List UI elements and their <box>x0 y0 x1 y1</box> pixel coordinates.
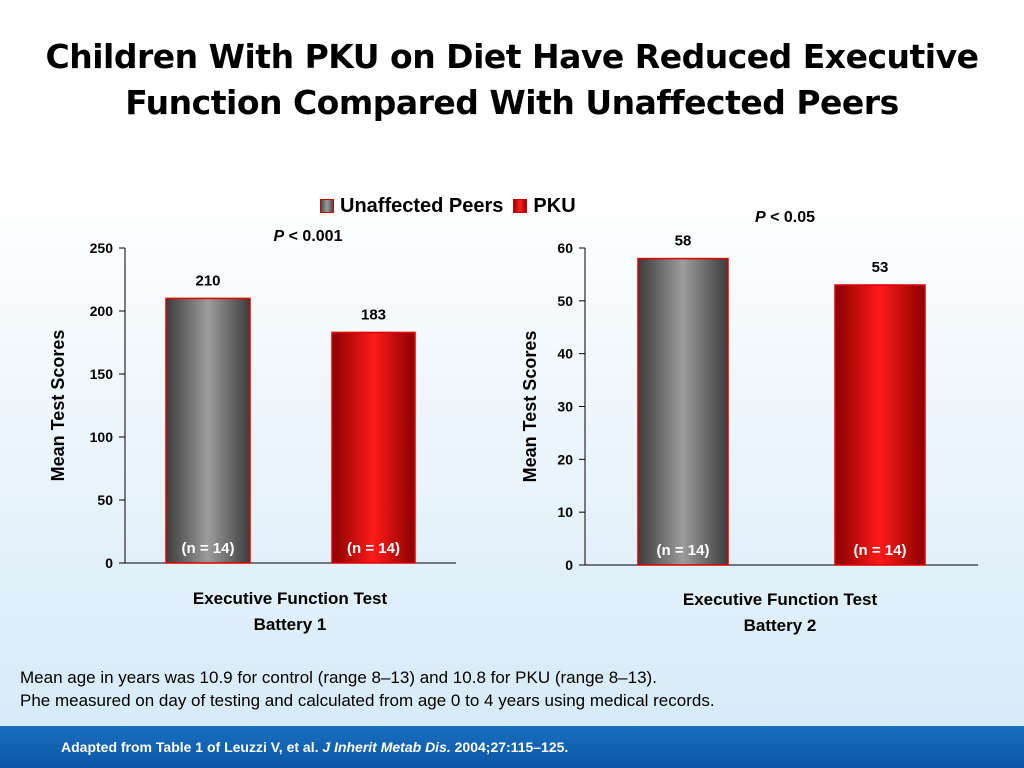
y-tick-label: 30 <box>557 399 573 415</box>
legend-item-unaffected: Unaffected Peers <box>320 195 503 218</box>
p-value-symbol: P <box>755 209 766 226</box>
x-axis-label-line-1: Executive Function Test <box>683 590 878 609</box>
citation-suffix: 2004;27:115–125. <box>450 739 569 755</box>
bar-n-label: (n = 14) <box>182 540 235 557</box>
citation-prefix: Adapted from Table 1 of Leuzzi V, et al. <box>61 739 323 755</box>
y-tick-label: 60 <box>557 240 573 256</box>
y-tick-label: 20 <box>557 451 573 467</box>
bar-unaffected <box>165 297 251 564</box>
bar-pku <box>331 331 416 564</box>
p-value-symbol: P <box>274 228 285 245</box>
p-value-text: < 0.001 <box>284 228 342 245</box>
footer-bar: Adapted from Table 1 of Leuzzi V, et al.… <box>0 726 1024 768</box>
y-tick-label: 10 <box>557 504 573 520</box>
legend-label-unaffected: Unaffected Peers <box>340 194 504 217</box>
bar-n-label: (n = 14) <box>854 542 907 559</box>
x-axis-label-line-2: Battery 2 <box>744 616 817 635</box>
bar-n-label: (n = 14) <box>347 540 400 557</box>
y-tick-label: 50 <box>97 492 113 508</box>
y-tick-label: 250 <box>90 240 114 256</box>
legend-label-pku: PKU <box>533 194 576 217</box>
bar-value-label: 53 <box>872 259 889 276</box>
bar-value-label: 183 <box>361 306 386 323</box>
x-axis-label-line-2: Battery 1 <box>254 615 327 634</box>
y-axis-label: Mean Test Scores <box>48 330 68 482</box>
y-tick-label: 200 <box>90 303 114 319</box>
footnote: Mean age in years was 10.9 for control (… <box>20 666 715 712</box>
p-value-annotation: P < 0.001 <box>274 228 343 245</box>
y-tick-label: 0 <box>565 557 573 573</box>
bar-unaffected <box>637 257 729 566</box>
chart-legend: Unaffected Peers PKU <box>320 193 586 219</box>
legend-item-pku: PKU <box>513 194 576 218</box>
footnote-line-1: Mean age in years was 10.9 for control (… <box>20 668 657 687</box>
chart-battery-2: 0 10 20 30 40 50 60 Mean Test Scores 58 (n = 14) 5… <box>520 209 978 635</box>
bar-pku <box>834 284 926 566</box>
citation: Adapted from Table 1 of Leuzzi V, et al.… <box>61 739 568 755</box>
y-tick-label: 50 <box>557 293 573 309</box>
p-value-text: < 0.05 <box>766 209 815 226</box>
y-tick-label: 0 <box>105 555 113 571</box>
bar-n-label: (n = 14) <box>657 542 710 559</box>
y-tick-label: 150 <box>90 366 114 382</box>
legend-swatch-pku <box>513 199 528 213</box>
y-axis-label: Mean Test Scores <box>520 331 540 483</box>
x-axis-label-line-1: Executive Function Test <box>193 589 388 608</box>
chart-battery-1: 0 50 100 150 200 250 Mean Test Scores 210 (n = 1… <box>48 228 456 634</box>
bar-value-label: 210 <box>195 272 220 289</box>
legend-swatch-unaffected <box>320 199 334 213</box>
y-tick-label: 100 <box>90 429 114 445</box>
footnote-line-2: Phe measured on day of testing and calcu… <box>20 691 715 710</box>
p-value-annotation: P < 0.05 <box>755 209 815 226</box>
y-tick-label: 40 <box>557 346 573 362</box>
title-line-2: Function Compared With Unaffected Peers <box>125 83 899 122</box>
bar-value-label: 58 <box>675 233 692 250</box>
slide-title: Children With PKU on Diet Have Reduced E… <box>0 34 1024 126</box>
citation-journal: J Inherit Metab Dis. <box>322 739 451 755</box>
title-line-1: Children With PKU on Diet Have Reduced E… <box>45 37 980 76</box>
